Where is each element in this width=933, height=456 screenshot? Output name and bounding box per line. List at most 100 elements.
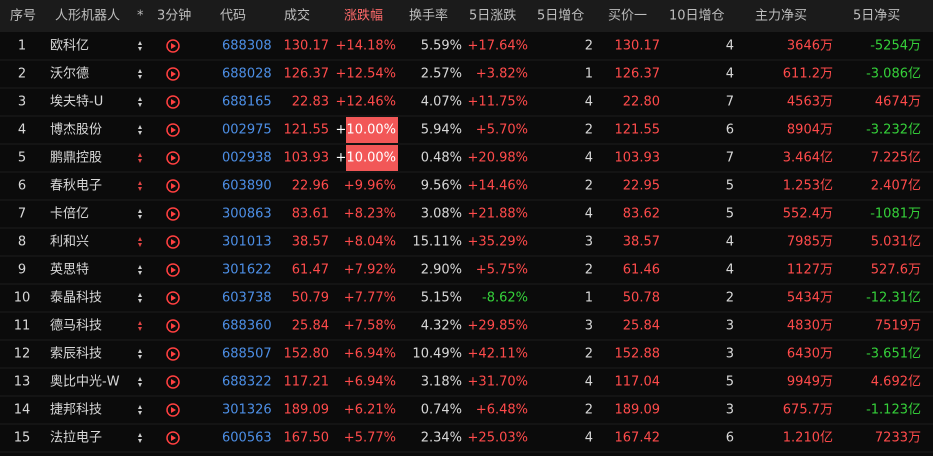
play-triangle bbox=[171, 323, 176, 329]
play-icon[interactable] bbox=[166, 375, 180, 389]
sort-icon bbox=[138, 97, 142, 107]
cell: 117.04 bbox=[615, 375, 661, 390]
play-icon[interactable] bbox=[166, 403, 180, 417]
sort-icon bbox=[138, 265, 142, 275]
cell: 688028 bbox=[222, 67, 272, 82]
cell: 2 bbox=[585, 39, 593, 54]
sort-icon bbox=[138, 209, 142, 219]
cell: 61.47 bbox=[292, 263, 329, 278]
cell: 15 bbox=[14, 431, 31, 446]
play-icon[interactable] bbox=[166, 67, 180, 81]
cell: 1 bbox=[585, 67, 593, 82]
play-triangle bbox=[171, 239, 176, 245]
cell: 688308 bbox=[222, 39, 272, 54]
play-icon[interactable] bbox=[166, 431, 180, 445]
cell: 130.17 bbox=[615, 39, 661, 54]
cell: 8 bbox=[18, 235, 26, 250]
cell: 527.6万 bbox=[871, 263, 921, 278]
column-header[interactable]: 10日增仓 bbox=[669, 9, 725, 24]
cell: 13 bbox=[14, 375, 31, 390]
play-icon[interactable] bbox=[166, 207, 180, 221]
cell: 167.50 bbox=[284, 431, 330, 446]
column-header[interactable]: * bbox=[137, 9, 144, 24]
cell: +5.75% bbox=[476, 263, 528, 278]
cell: 38.57 bbox=[292, 235, 329, 250]
sort-icon bbox=[138, 181, 142, 191]
cell: 6 bbox=[726, 431, 734, 446]
play-icon[interactable] bbox=[166, 347, 180, 361]
play-icon[interactable] bbox=[166, 263, 180, 277]
cell: 4674万 bbox=[875, 95, 921, 110]
column-header[interactable]: 代码 bbox=[220, 9, 246, 24]
cell: +8.23% bbox=[344, 207, 396, 222]
sort-icon bbox=[138, 321, 142, 331]
cell: +17.64% bbox=[468, 39, 528, 54]
play-icon[interactable] bbox=[166, 39, 180, 53]
cell: -3.086亿 bbox=[866, 67, 921, 82]
play-icon[interactable] bbox=[166, 291, 180, 305]
column-header[interactable]: 买价一 bbox=[608, 9, 647, 24]
cell: 2.34% bbox=[421, 431, 462, 446]
cell: 4 bbox=[585, 207, 593, 222]
play-triangle bbox=[171, 155, 176, 161]
play-icon[interactable] bbox=[166, 179, 180, 193]
column-header[interactable]: 5日增仓 bbox=[537, 9, 584, 24]
cell: 0.74% bbox=[421, 403, 462, 418]
cell: 5.59% bbox=[421, 39, 462, 54]
cell: 688360 bbox=[222, 319, 272, 334]
cell: 25.84 bbox=[623, 319, 660, 334]
cell: 9 bbox=[18, 263, 26, 278]
column-header[interactable]: 主力净买 bbox=[755, 9, 807, 24]
sort-icon bbox=[138, 377, 142, 387]
cell: 603738 bbox=[222, 291, 272, 306]
column-header[interactable]: 换手率 bbox=[409, 8, 448, 24]
cell: 002938 bbox=[222, 151, 272, 166]
column-header[interactable]: 5日涨跌 bbox=[469, 8, 516, 24]
cell: 603890 bbox=[222, 179, 272, 194]
column-header[interactable]: 人形机器人 bbox=[55, 9, 120, 24]
play-icon[interactable] bbox=[166, 151, 180, 165]
cell: 4 bbox=[18, 123, 26, 138]
cell: 4 bbox=[585, 431, 593, 446]
cell: 4 bbox=[585, 151, 593, 166]
column-header[interactable]: 5日净买 bbox=[853, 9, 900, 24]
cell: 126.37 bbox=[615, 67, 661, 82]
sort-icon bbox=[138, 433, 142, 443]
column-header[interactable]: 成交 bbox=[284, 8, 310, 24]
cell: 301326 bbox=[222, 403, 272, 418]
cell: 83.62 bbox=[623, 207, 660, 222]
play-icon[interactable] bbox=[166, 123, 180, 137]
sort-icon bbox=[138, 405, 142, 415]
cell: 4 bbox=[585, 95, 593, 110]
cell: 688322 bbox=[222, 375, 272, 390]
cell: 卡倍亿 bbox=[50, 207, 89, 222]
cell: 索辰科技 bbox=[50, 347, 102, 362]
cell: 11 bbox=[14, 319, 31, 334]
cell: 7.225亿 bbox=[871, 151, 921, 166]
cell: 5 bbox=[726, 207, 734, 222]
cell: 14 bbox=[14, 403, 31, 418]
cell: 2.407亿 bbox=[871, 179, 921, 194]
cell: 7 bbox=[726, 95, 734, 110]
cell: +20.98% bbox=[468, 151, 528, 166]
cell: -5254万 bbox=[870, 39, 921, 54]
cell: 5 bbox=[726, 179, 734, 194]
column-header[interactable]: 序号 bbox=[10, 9, 36, 24]
cell: 4 bbox=[726, 263, 734, 278]
cell: -1081万 bbox=[870, 207, 921, 222]
play-icon[interactable] bbox=[166, 95, 180, 109]
cell: -12.31亿 bbox=[866, 291, 921, 306]
play-triangle bbox=[171, 211, 176, 217]
play-triangle bbox=[171, 183, 176, 189]
cell: 675.7万 bbox=[783, 403, 833, 418]
sort-icon bbox=[138, 153, 142, 163]
cell: 英思特 bbox=[50, 263, 89, 278]
play-icon[interactable] bbox=[166, 319, 180, 333]
cell: 2.57% bbox=[421, 67, 462, 82]
column-header[interactable]: 3分钟 bbox=[157, 8, 191, 24]
column-header[interactable]: 涨跌幅 bbox=[344, 8, 383, 24]
cell: 130.17 bbox=[284, 39, 330, 54]
cell: 3.08% bbox=[421, 207, 462, 222]
cell: 3 bbox=[726, 319, 734, 334]
play-icon[interactable] bbox=[166, 235, 180, 249]
